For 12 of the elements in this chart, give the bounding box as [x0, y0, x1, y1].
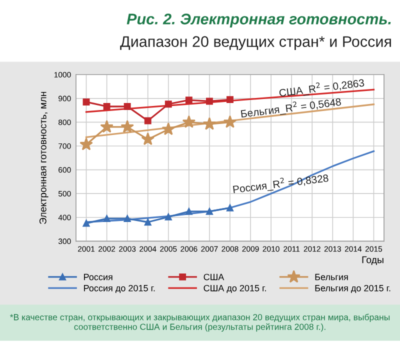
legend-label: США до 2015 г.	[204, 284, 266, 294]
chart-subtitle: Диапазон 20 ведущих стран* и Россия	[120, 36, 391, 50]
text: *В качестве стран, открывающих и закрывающих диапазон 20 ведущих стран мира, выбраны соответственно США и Бельгия (результаты рейтинга 2008 г.).	[10, 314, 390, 332]
y-axis-title: Электронная готовность, млн	[39, 92, 48, 224]
chart-title: Рис. 2. Электронная готовность.	[126, 14, 391, 28]
legend-label: США	[204, 274, 224, 280]
annotation: Россия_R$^{2}$ = 0,8328	[232, 172, 329, 196]
legend-label: Бельгия	[315, 274, 348, 280]
legend-label: Россия	[84, 274, 112, 280]
x-axis-title: Годы	[362, 256, 384, 266]
legend-label: Россия до 2015 г.	[84, 284, 155, 294]
legend-label: Бельгия до 2015 г.	[315, 284, 390, 294]
